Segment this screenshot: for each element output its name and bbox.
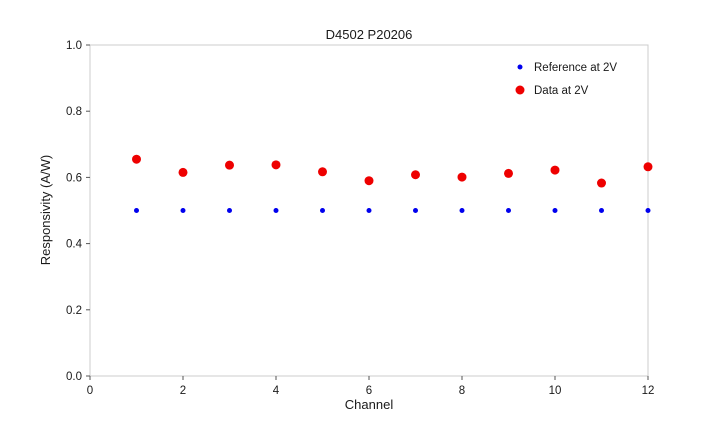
data-point [178,167,188,177]
legend-label: Data at 2V [534,85,589,97]
y-tick-label: 0.4 [66,239,83,251]
legend-marker [515,85,525,95]
x-tick-label: 4 [273,385,280,397]
x-tick-label: 0 [87,385,93,397]
data-point [552,208,558,213]
data-point [273,208,279,213]
x-tick-label: 12 [642,385,655,397]
legend-marker [517,64,523,70]
x-axis-label: Channel [344,397,394,412]
data-point [225,160,234,170]
data-point [597,178,606,188]
data-point [132,154,141,164]
data-point [366,208,372,213]
y-tick-label: 0.6 [66,172,82,184]
x-tick-label: 8 [459,385,465,397]
legend-label: Reference at 2V [534,62,617,74]
data-point [599,208,604,213]
data-point [271,160,281,170]
data-point [506,208,511,213]
data-point [550,165,560,175]
x-tick-label: 10 [549,385,562,397]
y-tick-label: 1.0 [66,40,82,52]
data-point [645,208,651,213]
y-tick-label: 0.0 [66,371,82,383]
y-tick-label: 0.2 [66,305,82,317]
x-tick-label: 2 [180,385,186,397]
data-point [643,162,653,172]
x-tick-label: 6 [366,385,372,397]
data-point [227,208,232,213]
y-tick-label: 0.8 [66,106,82,118]
data-point [459,208,465,213]
data-point [180,208,186,213]
data-point [320,208,325,213]
data-point [364,176,374,186]
data-point [411,170,420,180]
data-point [457,172,467,182]
data-point [134,208,139,213]
data-point [318,167,327,177]
data-point [413,208,418,213]
chart-title: D4502 P20206 [325,27,413,42]
data-point [504,168,513,178]
